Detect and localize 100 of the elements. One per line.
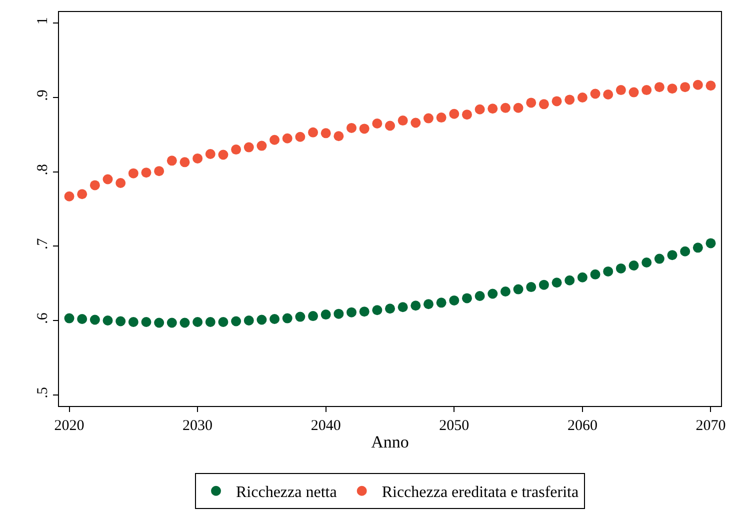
point bbox=[282, 313, 292, 324]
point bbox=[77, 189, 88, 200]
point bbox=[116, 316, 126, 326]
point bbox=[616, 85, 626, 96]
point bbox=[577, 92, 588, 102]
point bbox=[385, 120, 395, 131]
point bbox=[102, 316, 113, 326]
x-axis-title: Anno bbox=[371, 432, 409, 452]
point bbox=[642, 85, 652, 96]
point bbox=[231, 316, 242, 326]
point bbox=[474, 290, 485, 301]
point bbox=[270, 134, 280, 145]
point bbox=[564, 94, 575, 105]
point bbox=[577, 272, 588, 282]
point bbox=[436, 298, 446, 308]
point bbox=[552, 96, 562, 106]
point bbox=[488, 288, 498, 299]
point bbox=[90, 314, 100, 325]
point bbox=[334, 131, 344, 142]
x-tick-label: 2070 bbox=[696, 418, 726, 434]
point bbox=[308, 127, 318, 138]
point bbox=[385, 304, 395, 314]
point bbox=[654, 254, 664, 264]
point bbox=[538, 99, 549, 110]
point bbox=[320, 128, 331, 138]
point bbox=[526, 98, 536, 108]
point bbox=[346, 122, 357, 133]
point bbox=[488, 104, 498, 114]
point bbox=[462, 110, 472, 120]
point bbox=[449, 295, 460, 306]
point bbox=[616, 263, 626, 274]
point bbox=[77, 314, 88, 324]
point bbox=[398, 302, 408, 312]
point bbox=[449, 108, 460, 119]
point bbox=[628, 87, 639, 98]
point bbox=[244, 316, 254, 326]
point bbox=[141, 168, 152, 178]
y-tick-label: .9 bbox=[35, 90, 51, 101]
point bbox=[244, 142, 254, 152]
point bbox=[398, 116, 408, 126]
point bbox=[64, 313, 74, 324]
point bbox=[706, 238, 716, 248]
point bbox=[500, 286, 510, 297]
y-tick-label: .7 bbox=[35, 238, 51, 250]
point bbox=[680, 246, 690, 256]
point bbox=[359, 306, 370, 317]
point bbox=[526, 282, 536, 292]
point bbox=[320, 310, 331, 320]
point bbox=[590, 269, 600, 280]
point bbox=[410, 300, 421, 311]
legend-label: Ricchezza ereditata e trasferita bbox=[382, 484, 579, 502]
point bbox=[474, 104, 485, 114]
point bbox=[231, 144, 242, 155]
point bbox=[692, 242, 703, 253]
point bbox=[218, 150, 228, 160]
point bbox=[692, 80, 703, 90]
point bbox=[462, 293, 472, 304]
x-tick-label: 2040 bbox=[310, 418, 341, 434]
point bbox=[180, 318, 190, 328]
y-tick-label: .8 bbox=[35, 164, 51, 176]
point bbox=[564, 275, 575, 286]
point bbox=[308, 311, 318, 322]
point bbox=[500, 102, 510, 113]
point bbox=[166, 156, 177, 166]
legend-label: Ricchezza netta bbox=[236, 484, 337, 502]
point bbox=[192, 317, 203, 327]
point bbox=[410, 118, 421, 128]
point bbox=[667, 84, 678, 94]
point bbox=[372, 118, 382, 129]
point bbox=[513, 102, 524, 113]
point bbox=[205, 148, 216, 159]
point bbox=[102, 174, 113, 184]
point bbox=[346, 307, 357, 318]
point bbox=[295, 132, 306, 142]
point bbox=[90, 180, 100, 190]
point bbox=[423, 299, 434, 310]
point bbox=[154, 166, 164, 176]
y-tick-label: 1 bbox=[35, 17, 51, 25]
point bbox=[538, 280, 549, 290]
point bbox=[64, 191, 74, 202]
point bbox=[192, 153, 203, 164]
x-tick-label: 2030 bbox=[182, 418, 213, 434]
point bbox=[590, 88, 600, 99]
point bbox=[654, 82, 664, 92]
point bbox=[680, 82, 690, 92]
point bbox=[256, 314, 267, 325]
x-tick-label: 2050 bbox=[439, 418, 470, 434]
point bbox=[154, 318, 164, 328]
point bbox=[116, 178, 126, 188]
point bbox=[436, 112, 446, 123]
point bbox=[180, 157, 190, 168]
point bbox=[334, 308, 344, 319]
point bbox=[706, 80, 716, 91]
point bbox=[166, 318, 177, 328]
point bbox=[128, 168, 138, 178]
point bbox=[372, 305, 382, 316]
y-tick-label: .6 bbox=[35, 312, 51, 324]
point bbox=[552, 278, 562, 288]
x-tick-label: 2060 bbox=[567, 418, 598, 434]
point bbox=[513, 284, 524, 294]
